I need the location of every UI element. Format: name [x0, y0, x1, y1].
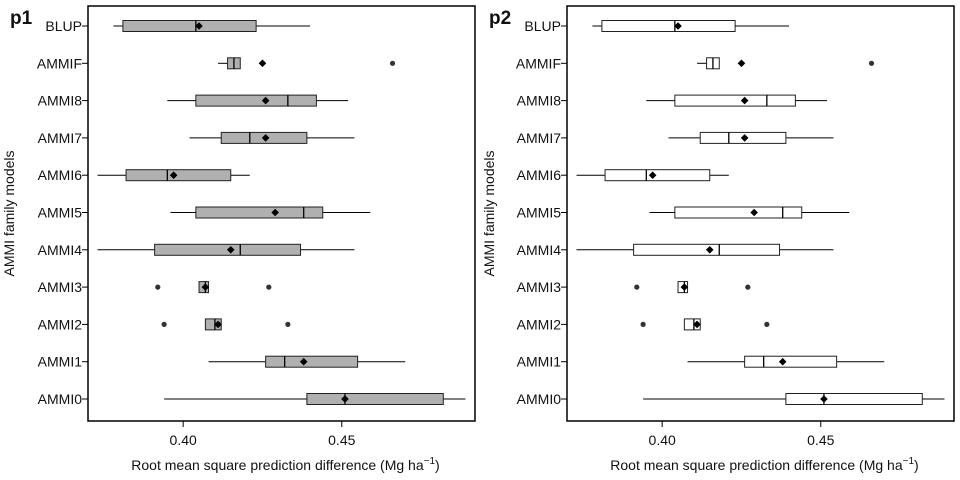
panel-1-category-label-ammi8: AMMI8 — [38, 93, 83, 109]
panel-2-x-tick-label: 0.40 — [649, 432, 676, 448]
panel-1-outlier-ammi2 — [285, 321, 291, 327]
panel-2-box-ammi0 — [785, 393, 923, 405]
panel-2-mean-marker-ammi6 — [648, 171, 657, 179]
panel-1-category-label-ammif: AMMIF — [37, 55, 82, 71]
panel-2-category-label-ammi1: AMMI1 — [517, 354, 562, 370]
panel-2-box-ammi6 — [604, 169, 711, 182]
panel-1-mean-marker-ammi0 — [341, 395, 349, 403]
panel-2-x-tick-label: 0.45 — [807, 432, 834, 448]
panel-2-mean-marker-ammi5 — [750, 208, 758, 217]
panel-2-mean-marker-ammi1 — [778, 357, 787, 366]
panel-1-outlier-ammif — [389, 60, 396, 66]
panel-1-category-label-blup: BLUP — [45, 18, 82, 34]
panel-1-y-axis-title: AMMI family models — [1, 150, 17, 276]
panel-1-mean-marker-ammi1 — [299, 357, 308, 366]
panel-1-mean-marker-ammi3 — [201, 283, 210, 291]
panel-1-box-ammi0 — [306, 393, 444, 405]
panel-1-plot-frame — [87, 5, 476, 422]
panel-2-box-blup — [601, 20, 736, 32]
panel-1-category-label-ammi4: AMMI4 — [38, 242, 83, 258]
panel-2-category-label-ammi7: AMMI7 — [517, 130, 562, 146]
panel-1-mean-marker-ammi8 — [261, 96, 270, 105]
panel-2-category-label-ammi6: AMMI6 — [517, 167, 562, 183]
panel-1-box-blup — [122, 20, 257, 32]
panel-1-mean-marker-ammi4 — [226, 246, 235, 254]
panel-2-mean-marker-ammi0 — [820, 395, 828, 403]
panel-1-category-label-ammi5: AMMI5 — [38, 205, 83, 221]
panel-2-category-label-blup: BLUP — [524, 18, 561, 34]
panel-1-category-label-ammi7: AMMI7 — [38, 130, 83, 146]
panel-1-outlier-ammi3 — [266, 284, 272, 290]
panel-1-outlier-ammi3 — [155, 284, 161, 290]
panel-2-mean-marker-ammi3 — [680, 283, 689, 291]
panel-1-mean-marker-ammi6 — [169, 171, 178, 179]
panel-2-y-axis-title: AMMI family models — [481, 150, 497, 276]
panel-2-mean-marker-ammi2 — [693, 320, 701, 329]
panel-2-category-label-ammi8: AMMI8 — [517, 93, 562, 109]
panel-2-panel-label: p2 — [489, 8, 511, 29]
panel-2-mean-marker-ammi7 — [740, 134, 749, 142]
panel-2-outlier-ammi2 — [640, 321, 646, 327]
panel-2-box-ammi5 — [674, 206, 803, 219]
panel-2-plot-frame — [566, 5, 955, 422]
panel-1-category-label-ammi3: AMMI3 — [38, 279, 83, 295]
panel-1-category-label-ammi0: AMMI0 — [38, 391, 83, 407]
panel-1-mean-marker-blup — [195, 22, 203, 30]
panel-2-outlier-ammif — [868, 60, 875, 66]
panel-2-mean-marker-ammi8 — [740, 96, 749, 105]
panel-1-mean-marker-ammi5 — [271, 208, 279, 217]
panel-2-category-label-ammi4: AMMI4 — [517, 242, 562, 258]
panel-2-category-label-ammi5: AMMI5 — [517, 205, 562, 221]
panel-2-outlier-ammi2 — [764, 321, 770, 327]
panel-1-panel-label: p1 — [10, 8, 33, 29]
panel-2-outlier-ammi3 — [634, 284, 640, 290]
panel-1-box-ammi1 — [265, 355, 359, 368]
panel-2-mean-marker-ammif — [737, 59, 746, 68]
panel-1-box-ammi8 — [195, 94, 317, 107]
panel-1-category-label-ammi6: AMMI6 — [38, 167, 83, 183]
panel-2-category-label-ammif: AMMIF — [516, 55, 561, 71]
panel-1-x-tick-label: 0.45 — [328, 432, 355, 448]
panel-1-category-label-ammi2: AMMI2 — [38, 316, 83, 332]
panel-2-x-axis-title: Root mean square prediction difference (… — [610, 456, 918, 473]
panel-1-box-ammi5 — [195, 206, 324, 219]
panel-1-x-axis-title: Root mean square prediction difference (… — [131, 456, 439, 473]
panel-2-outlier-ammi3 — [745, 284, 751, 290]
panel-2-box-ammi8 — [674, 94, 796, 107]
panel-2-category-label-ammi2: AMMI2 — [517, 316, 562, 332]
panel-1-x-tick-label: 0.40 — [170, 432, 197, 448]
panel-1-box-ammi6 — [125, 169, 232, 182]
panel-2-box-ammi1 — [744, 355, 838, 368]
panel-2-mean-marker-blup — [674, 22, 682, 30]
panel-1-category-label-ammi1: AMMI1 — [38, 354, 83, 370]
panel-1-outlier-ammi2 — [161, 321, 167, 327]
panel-1-mean-marker-ammi2 — [214, 320, 222, 329]
panel-2-category-label-ammi0: AMMI0 — [517, 391, 562, 407]
panel-1-mean-marker-ammi7 — [261, 134, 270, 142]
panel-2-category-label-ammi3: AMMI3 — [517, 279, 562, 295]
panel-1-mean-marker-ammif — [258, 59, 267, 68]
panel-2-mean-marker-ammi4 — [705, 246, 714, 254]
